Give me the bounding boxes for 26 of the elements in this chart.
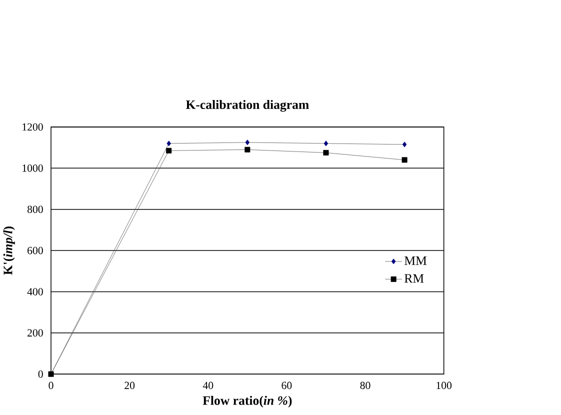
legend-label: MM	[404, 256, 427, 266]
chart-title: K-calibration diagram	[186, 100, 309, 112]
point	[166, 140, 171, 146]
legend-label: RM	[404, 274, 424, 283]
x-tick-label: 20	[124, 382, 135, 390]
y-tick-label: 400	[27, 288, 43, 296]
point	[402, 157, 408, 163]
y-tick-label: 1000	[22, 164, 43, 172]
point	[245, 140, 250, 146]
point	[323, 150, 329, 156]
y-tick-label: 800	[27, 206, 43, 214]
x-tick-label: 40	[202, 382, 214, 390]
y-tick-label: 0	[38, 370, 43, 378]
x-axis-title: Flow ratio(in %)	[202, 396, 292, 408]
y-tick-label: 600	[28, 247, 43, 254]
point	[244, 147, 250, 153]
x-tick-label: 100	[436, 382, 452, 390]
y-tick-label: 200	[28, 329, 43, 337]
y-tick-label: 1200	[22, 123, 43, 131]
y-axis-title: K'(imp/l)	[3, 226, 15, 275]
x-tick-label: 0	[48, 382, 54, 390]
point	[166, 148, 172, 154]
point	[324, 140, 328, 146]
point	[402, 142, 407, 148]
x-tick-label: 60	[282, 382, 292, 390]
x-tick-label: 80	[360, 382, 370, 390]
